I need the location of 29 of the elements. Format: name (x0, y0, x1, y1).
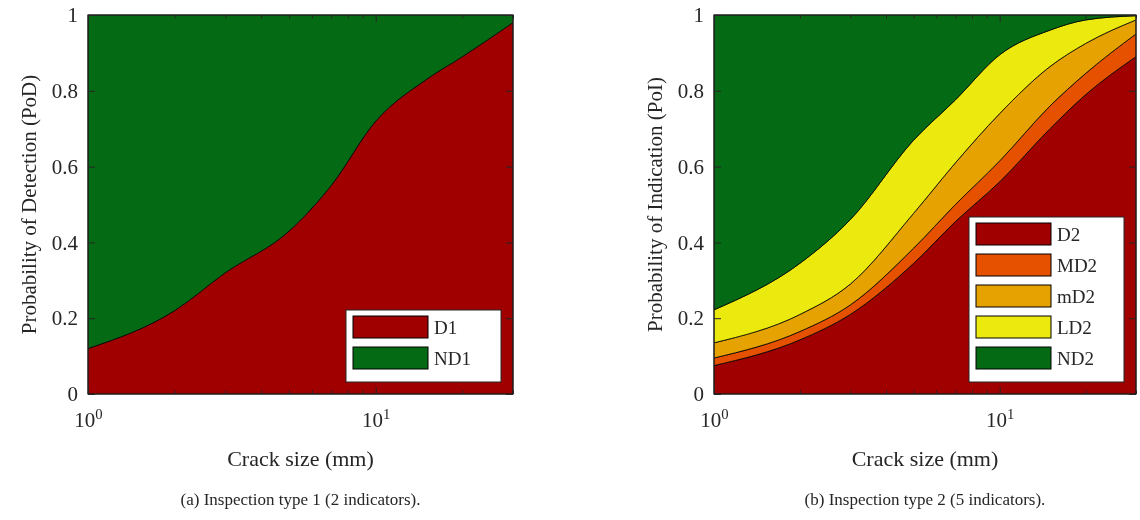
x-tick-label: 10$^{0}$ (74, 406, 103, 433)
y-tick-label: 0.4 (677, 230, 705, 255)
y-tick-label: 1 (67, 3, 78, 28)
legend-label: LD2 (1057, 317, 1092, 338)
x-tick-label: 10$^{1}$ (362, 406, 391, 433)
legend-label: mD2 (1057, 286, 1095, 307)
legend-label: D1 (434, 317, 458, 338)
legend-label: ND2 (1057, 348, 1094, 369)
legend-label: D2 (1057, 224, 1081, 245)
y-tick-label: 0.8 (51, 79, 78, 104)
y-axis-title: Probability of Indication (PoI) (643, 77, 667, 332)
x-tick-label: 10$^{1}$ (986, 406, 1015, 433)
x-tick-label: 10$^{0}$ (700, 406, 729, 433)
y-tick-label: 0.6 (51, 154, 78, 179)
y-axis-title: Probability of Detection (PoD) (17, 74, 41, 335)
y-tick-label: 0.2 (677, 306, 704, 331)
y-tick-label: 0 (693, 382, 704, 407)
y-tick-label: 0 (67, 382, 78, 407)
y-tick-label: 0.8 (677, 79, 704, 104)
y-tick-label: 1 (693, 3, 704, 28)
legend-label: ND1 (434, 348, 471, 369)
x-axis-title: Crack size (mm) (851, 446, 999, 471)
text: (a) Inspection type 1 (2 indicators). (180, 490, 421, 509)
y-tick-label: 0.4 (51, 230, 79, 255)
y-tick-label: 0.2 (51, 306, 78, 331)
x-axis-title: Crack size (mm) (227, 446, 374, 471)
legend-label: MD2 (1057, 255, 1098, 276)
y-tick-label: 0.6 (677, 154, 704, 179)
text: (b) Inspection type 2 (5 indicators). (804, 490, 1046, 509)
